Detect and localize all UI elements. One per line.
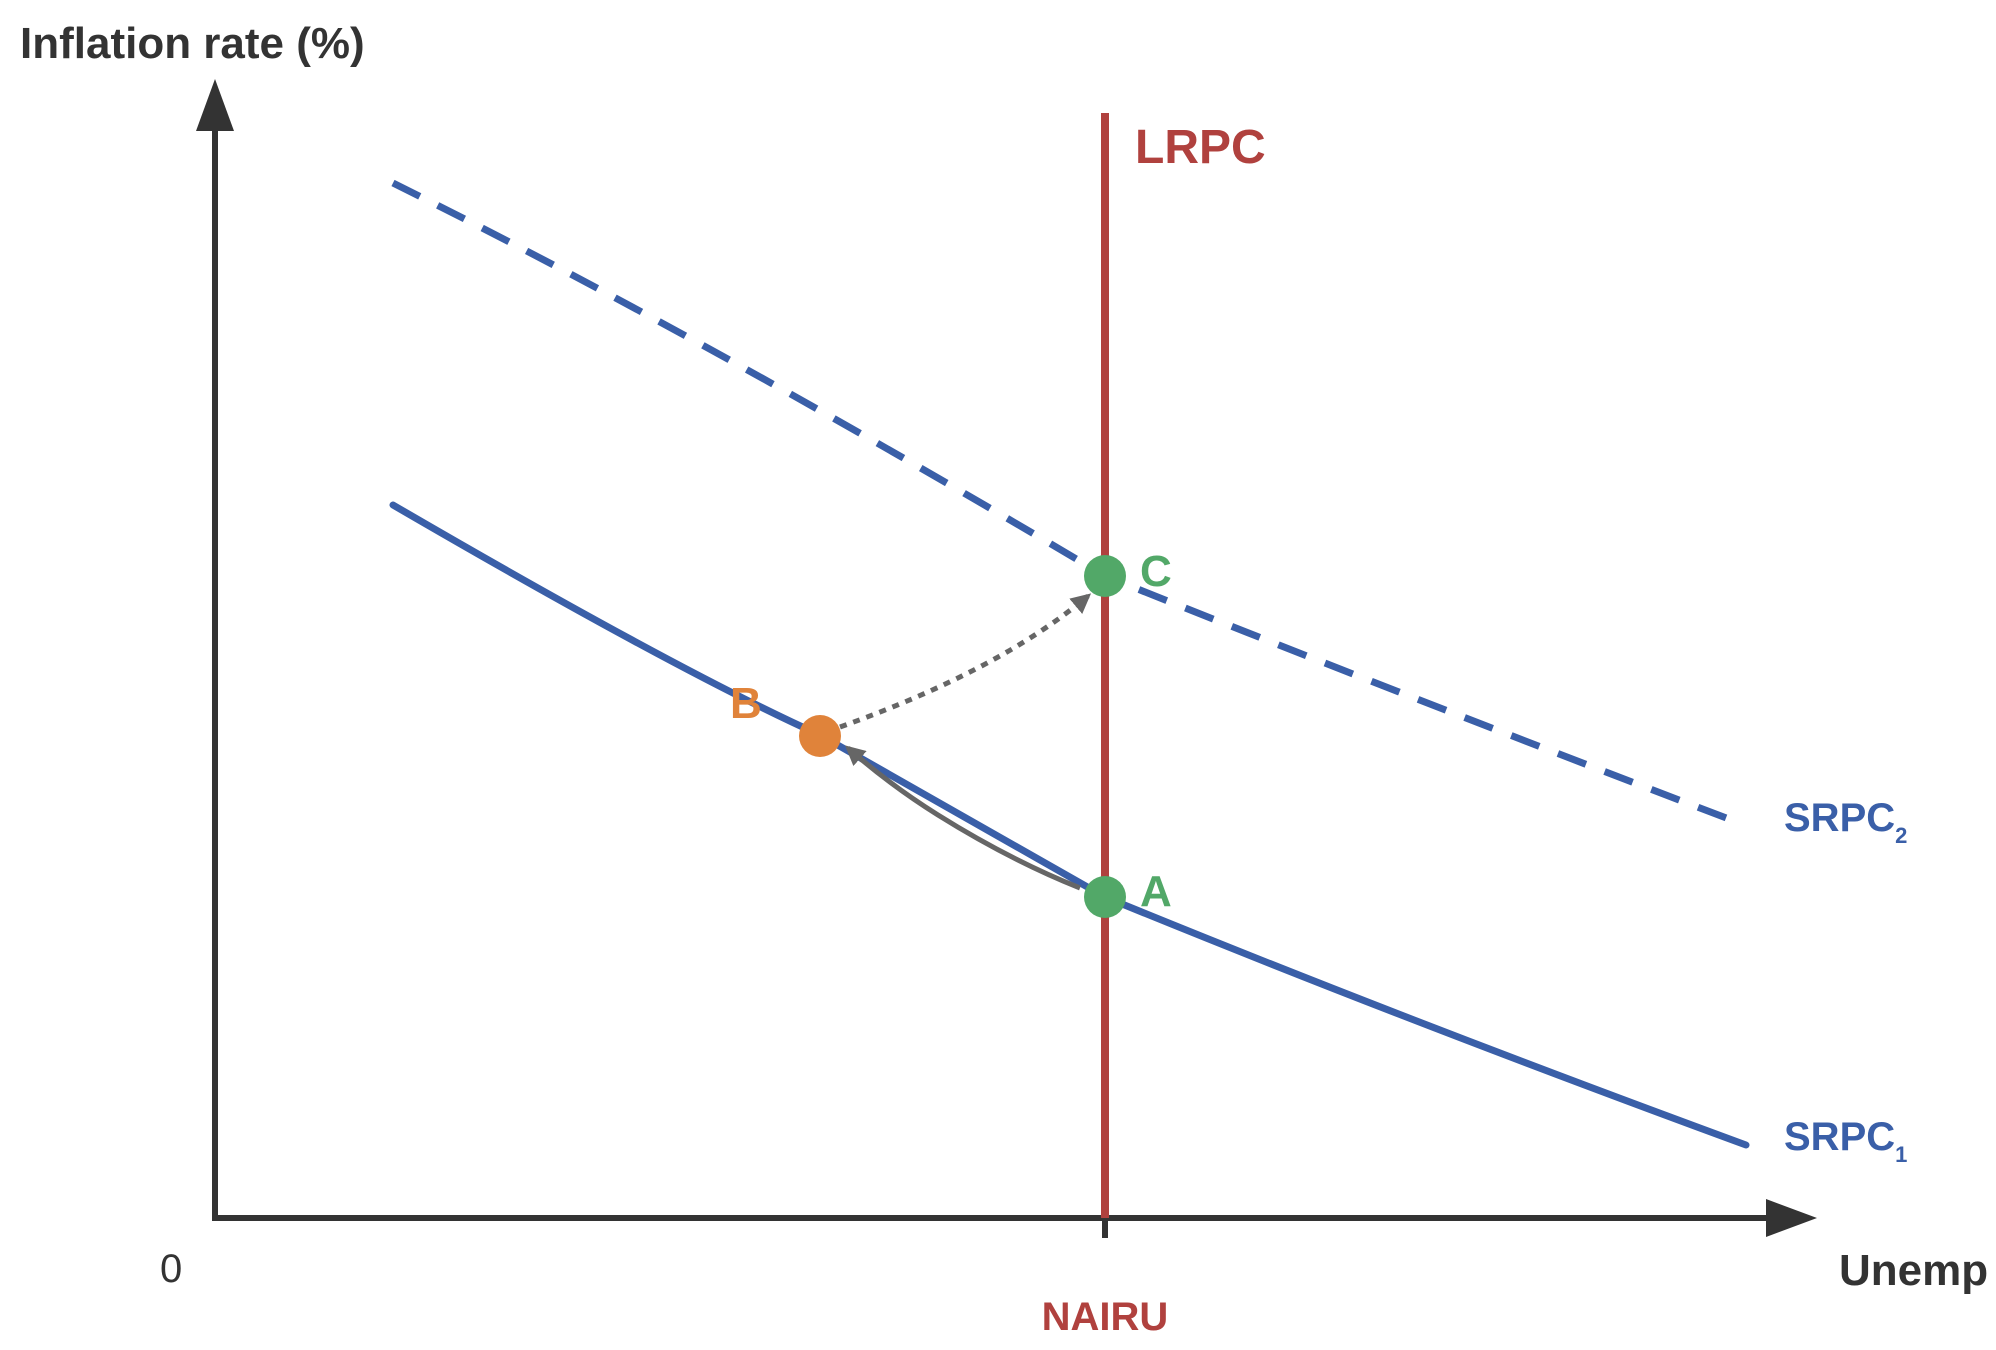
x-axis-label: Unemp [1839,1246,1988,1295]
srpc1-label-subscript: 1 [1895,1142,1907,1167]
nairu-label: NAIRU [1042,1295,1169,1339]
y-axis-label: Inflation rate (%) [20,19,365,68]
srpc1-label-main: SRPC [1784,1115,1895,1159]
y-axis-arrowhead [196,79,234,131]
arrow-a-to-b [844,745,1081,891]
point-a-label: A [1140,867,1172,916]
point-b [799,715,841,757]
point-b-label: B [730,679,762,728]
x-axis-arrowhead [1766,1199,1817,1237]
origin-label: 0 [160,1247,182,1291]
lrpc-label: LRPC [1135,121,1266,174]
point-c-label: C [1140,547,1172,596]
point-a [1084,876,1126,918]
srpc1-curve [389,501,1750,1149]
srpc2-label-subscript: 2 [1895,823,1907,848]
arrow-b-to-c [839,593,1092,730]
point-c [1084,555,1126,597]
srpc1-label: SRPC1 [1784,1115,1907,1167]
srpc2-label: SRPC2 [1784,796,1907,848]
srpc2-label-main: SRPC [1784,796,1895,840]
srpc2-curve [391,179,1744,828]
